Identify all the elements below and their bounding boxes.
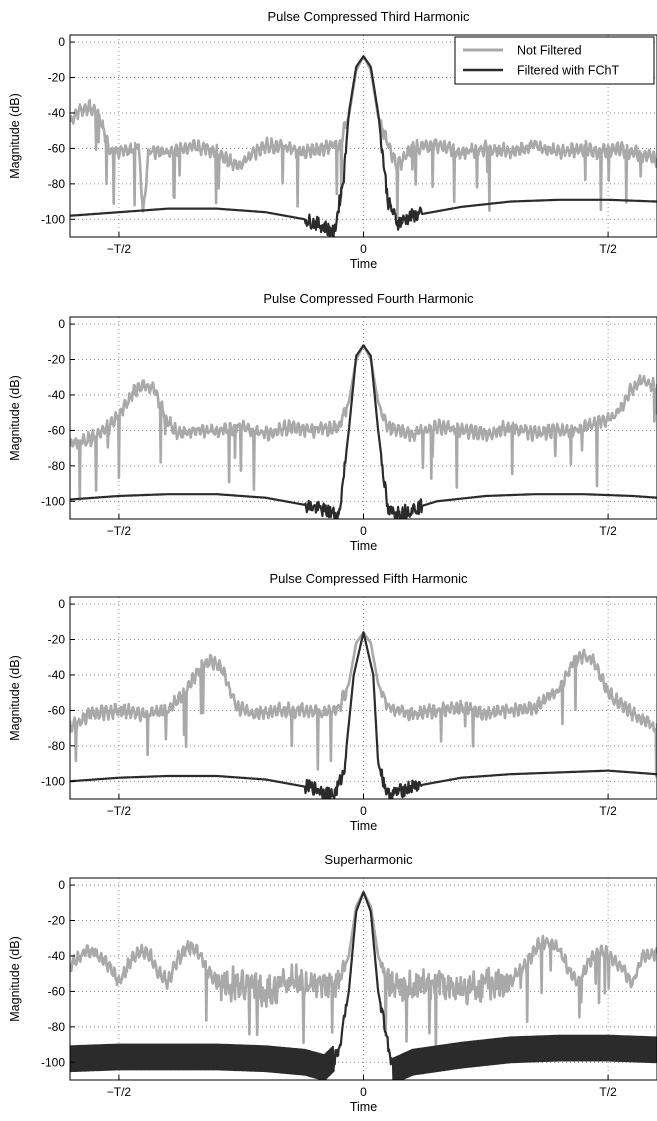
x-axis-label: Time xyxy=(350,257,377,271)
legend-entry: Filtered with FChT xyxy=(517,64,619,78)
y-tick-label: -60 xyxy=(48,141,66,155)
y-tick-label: -100 xyxy=(41,494,65,508)
y-tick-label: -80 xyxy=(48,177,66,191)
y-axis-label: Magnitude (dB) xyxy=(8,93,22,178)
x-tick-label: −T/2 xyxy=(107,804,132,818)
x-tick-label: T/2 xyxy=(599,242,617,256)
panel-title: Pulse Compressed Fifth Harmonic xyxy=(270,571,468,586)
legend-box xyxy=(454,36,655,85)
x-tick-label: −T/2 xyxy=(107,242,132,256)
series-line-filtered xyxy=(70,891,657,1080)
series-line-not-filtered xyxy=(70,344,657,501)
series-line-filtered xyxy=(70,55,657,237)
panel-4: Superharmonic 0 -20 -40 -60 -80 -100 −T/2 0 T/2 Ti… xyxy=(8,852,657,1114)
x-tick-label: 0 xyxy=(360,242,367,256)
y-axis-label: Magnitude (dB) xyxy=(8,936,22,1021)
panel-3: Pulse Compressed Fifth Harmonic 0 -20 -40 -6… xyxy=(8,571,657,833)
series-line-filtered xyxy=(70,631,657,799)
y-tick-label: -60 xyxy=(48,423,66,437)
legend: Not Filtered Filtered with FChT xyxy=(454,36,655,85)
y-tick-label: -40 xyxy=(48,949,66,963)
x-tick-label: 0 xyxy=(360,804,367,818)
y-tick-label: 0 xyxy=(58,878,65,892)
series-line-filtered xyxy=(70,344,657,519)
y-tick-label: -60 xyxy=(48,984,66,998)
x-tick-label: 0 xyxy=(360,1085,367,1099)
series-line-not-filtered xyxy=(70,631,657,778)
y-tick-label: 0 xyxy=(58,597,65,611)
y-tick-label: -20 xyxy=(48,914,66,928)
y-tick-label: -80 xyxy=(48,739,66,753)
y-tick-label: -40 xyxy=(48,668,66,682)
x-tick-label: T/2 xyxy=(599,804,617,818)
x-tick-label: T/2 xyxy=(599,1085,617,1099)
y-tick-label: -100 xyxy=(41,1055,65,1069)
y-tick-label: -80 xyxy=(48,459,66,473)
y-tick-label: -20 xyxy=(48,353,66,367)
panel-title: Pulse Compressed Third Harmonic xyxy=(267,9,470,24)
x-axis-label: Time xyxy=(350,539,377,553)
x-axis-label: Time xyxy=(350,1100,377,1114)
y-tick-label: -100 xyxy=(41,774,65,788)
x-tick-label: 0 xyxy=(360,524,367,538)
y-tick-label: -100 xyxy=(41,212,65,226)
y-tick-label: -20 xyxy=(48,71,66,85)
panel-title: Pulse Compressed Fourth Harmonic xyxy=(263,291,474,306)
x-tick-label: −T/2 xyxy=(107,1085,132,1099)
legend-entry: Not Filtered xyxy=(517,44,582,58)
panel-title: Superharmonic xyxy=(324,852,413,867)
panel-1: Pulse Compressed Third Harmonic 0 -20 -40 -6… xyxy=(8,9,657,271)
y-tick-label: 0 xyxy=(58,35,65,49)
panel-2: Pulse Compressed Fourth Harmonic 0 -20 -40 -… xyxy=(8,291,657,553)
y-tick-label: -60 xyxy=(48,703,66,717)
y-axis-label: Magnitude (dB) xyxy=(8,655,22,740)
x-tick-label: T/2 xyxy=(599,524,617,538)
y-tick-label: -40 xyxy=(48,388,66,402)
y-tick-label: -20 xyxy=(48,633,66,647)
y-axis-label: Magnitude (dB) xyxy=(8,375,22,460)
y-tick-label: -40 xyxy=(48,106,66,120)
y-tick-label: -80 xyxy=(48,1020,66,1034)
y-tick-label: 0 xyxy=(58,317,65,331)
x-axis-label: Time xyxy=(350,819,377,833)
x-tick-label: −T/2 xyxy=(107,524,132,538)
